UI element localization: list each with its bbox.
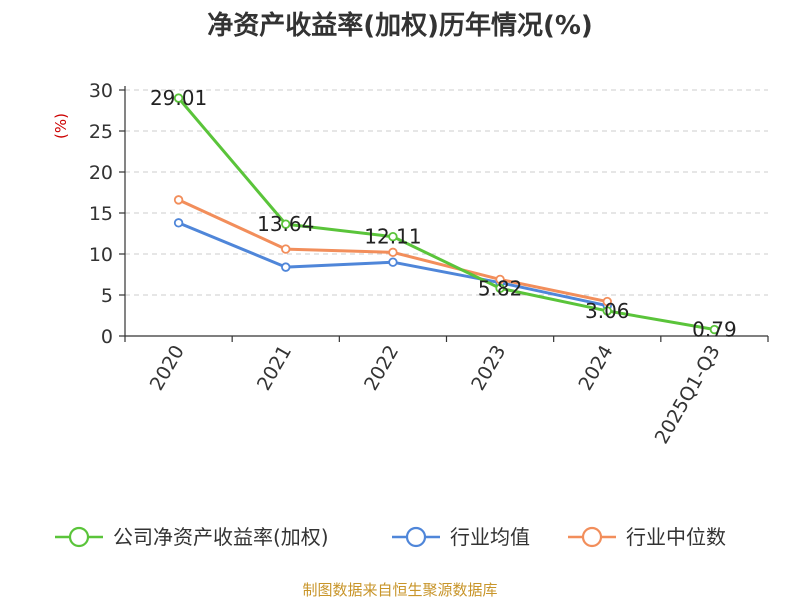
chart-title: 净资产收益率(加权)历年情况(%) [207,10,593,41]
data-label: 13.64 [257,212,314,236]
data-point [602,306,612,316]
data-point [281,262,291,272]
source-note: 制图数据来自恒生聚源数据库 [302,581,497,599]
y-tick-label: 10 [89,244,113,266]
data-point [602,296,612,307]
data-point [281,219,291,229]
data-labels: 29.01 13.64 12.11 5.82 3.06 0.79 [150,86,737,341]
legend-marker [68,526,90,548]
data-label: 12.11 [364,225,421,249]
y-tick-label: 0 [101,326,113,348]
data-label: 3.06 [585,299,630,323]
data-point [495,283,505,293]
legend-label: 行业中位数 [626,525,726,549]
legend-label: 公司净资产收益率(加权) [113,525,329,549]
data-point [495,274,505,285]
data-point [709,324,720,335]
series-line [177,97,715,331]
y-tick-label: 25 [89,121,113,143]
y-tick-label: 30 [89,80,113,102]
series [173,93,720,335]
x-tick-label: 2021 [253,342,296,395]
data-point [281,244,291,254]
y-axis-label: (%) [52,113,70,139]
legend: 公司净资产收益率(加权) 行业均值 行业中位数 [55,525,726,549]
axes: 0 5 10 15 20 25 30 2020 2021 2022 2023 2024 2025Q1-Q… [89,80,769,448]
x-tick-label: 2024 [574,342,617,395]
legend-marker [581,526,603,548]
grid [125,89,768,296]
data-point [388,231,398,242]
data-label: 5.82 [478,276,523,300]
data-point [173,195,184,205]
y-tick-label: 5 [101,285,113,307]
data-point [173,218,184,228]
y-tick-label: 15 [89,203,113,225]
x-tick-label: 2023 [467,342,510,395]
x-tick-label: 2022 [360,342,403,395]
legend-marker [405,526,427,548]
data-point [173,93,184,103]
y-tick-label: 20 [89,162,113,184]
data-label: 0.79 [692,318,737,342]
data-label: 29.01 [150,86,207,110]
x-tick-label: 2025Q1-Q3 [651,342,725,448]
data-point [388,257,398,267]
data-point [388,247,398,258]
x-tick-label: 2020 [146,342,189,395]
legend-label: 行业均值 [450,525,530,549]
